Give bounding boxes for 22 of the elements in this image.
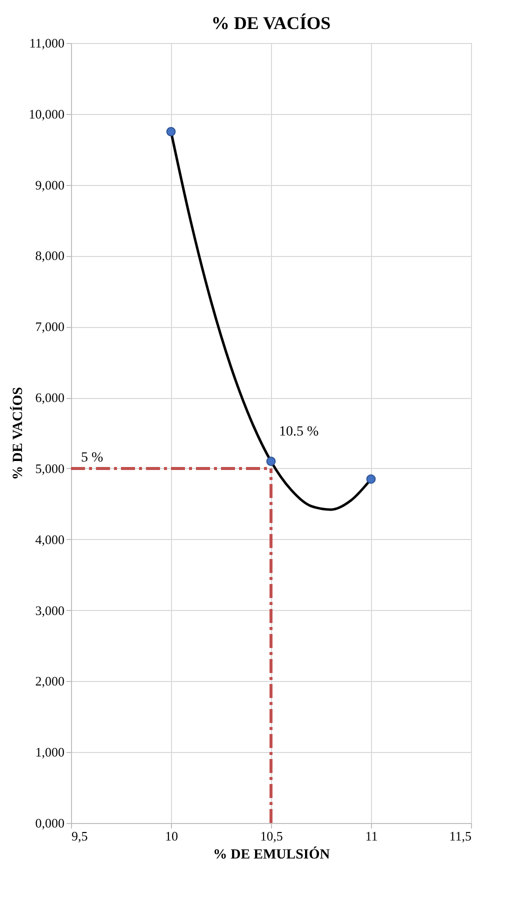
y-tick-label: 6,000 [35, 390, 64, 406]
y-tick-label: 10,000 [28, 106, 64, 122]
y-tick-label: 0,000 [35, 816, 64, 830]
ref-line-label: 5 % [81, 450, 104, 466]
y-tick-label: 5,000 [35, 460, 64, 476]
chart-title: % DE VACÍOS [211, 13, 331, 33]
x-axis-title: % DE EMULSIÓN [213, 846, 330, 862]
y-axis-title: % DE VACÍOS [8, 386, 26, 480]
y-tick-label: 1,000 [35, 744, 64, 760]
y-tick-label: 8,000 [35, 248, 64, 264]
x-tick-label: 10,5 [260, 828, 283, 844]
ref-line-label: 10.5 % [279, 424, 319, 440]
x-tick-label: 9,5 [72, 828, 88, 844]
y-tick-label: 4,000 [35, 532, 64, 547]
x-tick-label: 11,5 [449, 828, 472, 844]
y-tick-label: 9,000 [35, 177, 64, 192]
x-tick-label: 10 [165, 828, 178, 844]
y-tick-label: 7,000 [35, 319, 64, 334]
y-tick-label: 3,000 [35, 602, 64, 618]
y-tick-label: 2,000 [35, 674, 64, 689]
x-tick-label: 11 [365, 828, 378, 844]
y-tick-label: 11,000 [29, 36, 64, 50]
